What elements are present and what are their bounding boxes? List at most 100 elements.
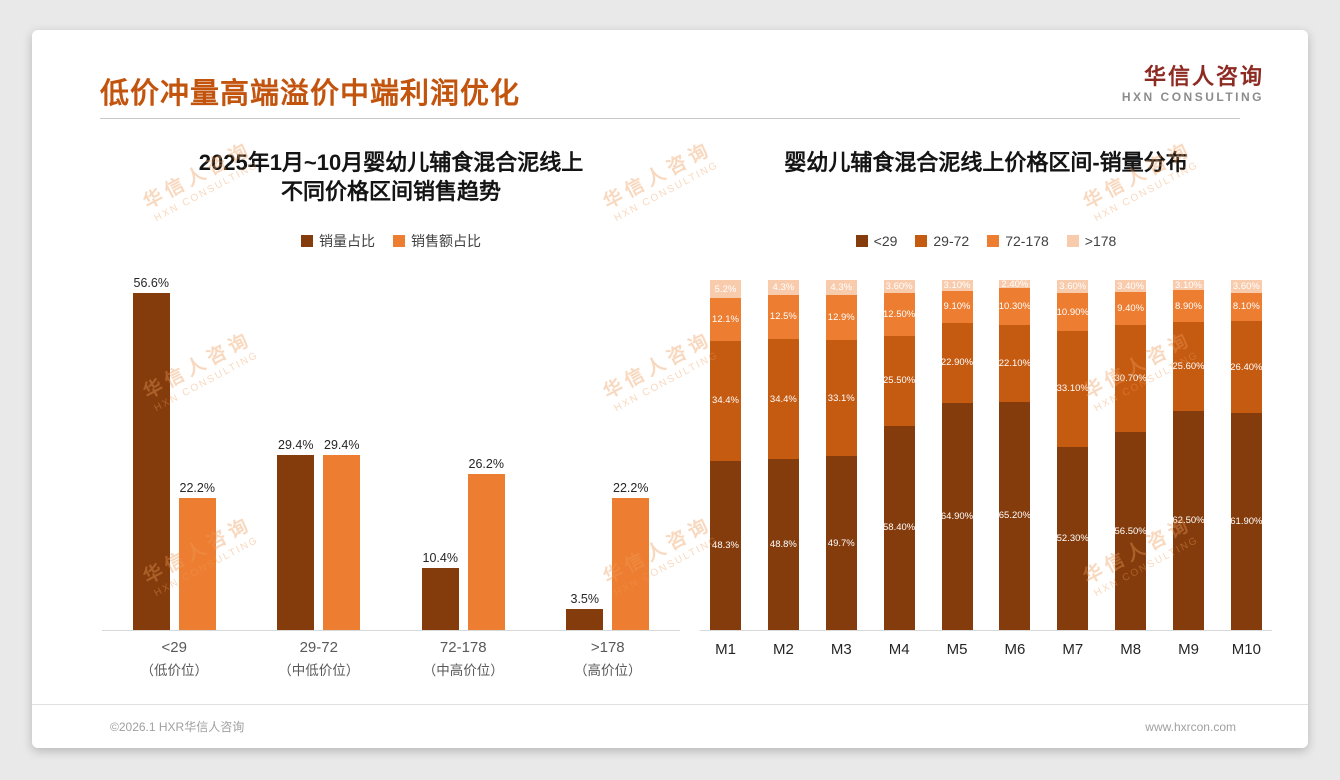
bar-segment: 9.40% <box>1115 291 1147 325</box>
left-chart-title: 2025年1月~10月婴幼儿辅食混合泥线上 不同价格区间销售趋势 <box>102 148 680 206</box>
title-divider <box>100 118 1240 119</box>
bar-value-label: 29.4% <box>324 438 360 453</box>
bar-rect <box>277 455 315 631</box>
legend-item: <29 <box>855 233 898 250</box>
segment-value-label: 34.4% <box>712 395 739 407</box>
bar-rect <box>467 474 505 631</box>
segment-value-label: 10.90% <box>1056 306 1089 318</box>
segment-value-label: 33.1% <box>827 392 855 404</box>
category-label: >178 （高价位） <box>543 639 673 679</box>
right-chart-legend: <29 29-72 72-178 >178 <box>700 232 1272 250</box>
bar: 56.6% <box>132 276 170 631</box>
month-label: M2 <box>772 641 794 659</box>
category-label-sub: （中低价位） <box>278 663 360 679</box>
slide-footer: ©2026.1 HXR华信人咨询 www.hxrcon.com <box>32 704 1308 748</box>
bar-segment: 3.10% <box>941 280 973 292</box>
month-label: M7 <box>1062 641 1084 659</box>
bar-segment: 34.4% <box>767 338 799 460</box>
month-label: M9 <box>1178 641 1199 659</box>
bar-segment: 22.10% <box>999 324 1031 402</box>
left-chart-x-axis: <29 （低价位） 29-72 （中低价位） 72-178 （中高价位） >178 （高价位） <box>102 639 680 679</box>
stacked-bar: 4.3% 12.5% 34.4% 48.8% <box>767 280 799 631</box>
category-label-main: 72-178 <box>439 639 487 657</box>
category-label: 29-72 （中低价位） <box>254 639 384 679</box>
segment-value-label: 3.60% <box>1232 280 1260 292</box>
bar-segment: 22.90% <box>940 322 974 403</box>
bar-segment: 49.7% <box>825 456 857 631</box>
legend-label: 销售额占比 <box>411 233 481 250</box>
category-label: <29 （低价位） <box>109 639 239 679</box>
segment-value-label: 3.60% <box>885 280 913 292</box>
bar-segment: 61.90% <box>1230 413 1263 631</box>
month-label: M3 <box>830 641 852 659</box>
segment-value-label: 4.3% <box>772 282 795 294</box>
segment-value-label: 48.8% <box>769 539 797 551</box>
bar-segment: 48.8% <box>767 459 799 631</box>
bar-segment: 3.60% <box>883 279 915 293</box>
segment-value-label: 61.90% <box>1230 516 1263 528</box>
bar-value-label: 29.4% <box>278 438 314 453</box>
month-label: M10 <box>1231 641 1261 659</box>
category-label-main: >178 <box>590 639 625 657</box>
stacked-bar: 2.40% 10.30% 22.10% 65.20% <box>998 278 1031 631</box>
segment-value-label: 58.40% <box>883 522 916 534</box>
segment-value-label: 12.50% <box>883 308 916 320</box>
bar-segment: 62.50% <box>1172 411 1205 631</box>
bar: 26.2% <box>467 457 505 631</box>
bar-segment: 12.9% <box>825 295 857 341</box>
bar-segment: 3.60% <box>1230 279 1262 293</box>
legend-label: 72-178 <box>1005 233 1049 250</box>
bar-segment: 3.40% <box>1115 280 1147 292</box>
logo-name-cn: 华信人咨询 <box>1143 64 1264 89</box>
segment-value-label: 48.3% <box>712 540 739 552</box>
segment-value-label: 4.3% <box>830 282 853 294</box>
legend-label: 29-72 <box>933 233 970 250</box>
segment-value-label: 12.5% <box>769 311 797 323</box>
legend-item: 29-72 <box>915 233 969 249</box>
legend-item: >178 <box>1066 233 1116 249</box>
stacked-bar: 3.40% 9.40% 30.70% 56.50% <box>1115 280 1147 631</box>
copyright-text: ©2026.1 HXR华信人咨询 <box>110 720 245 734</box>
bar-value-label: 22.2% <box>179 481 215 496</box>
legend-item: 销售额占比 <box>393 231 481 251</box>
segment-value-label: 65.20% <box>998 510 1031 522</box>
segment-value-label: 34.4% <box>769 393 797 405</box>
segment-value-label: 2.40% <box>1001 278 1029 290</box>
bar-rect <box>612 498 650 631</box>
bar-segment: 52.30% <box>1057 446 1089 631</box>
category-label-main: 29-72 <box>299 639 338 657</box>
logo-name-en: HXN CONSULTING <box>1121 90 1264 105</box>
segment-value-label: 22.90% <box>940 357 974 369</box>
left-chart-legend: 销量占比 销售额占比 <box>102 232 680 250</box>
bar: 3.5% <box>566 592 604 631</box>
segment-value-label: 3.60% <box>1059 281 1087 293</box>
legend-swatch <box>393 235 405 248</box>
bar: 22.2% <box>178 481 216 631</box>
segment-value-label: 64.90% <box>940 510 974 522</box>
bar-segment: 26.40% <box>1230 320 1263 414</box>
segment-value-label: 5.2% <box>714 283 737 295</box>
stacked-bar: 3.60% 12.50% 25.50% 58.40% <box>883 279 916 631</box>
legend-label: <29 <box>873 233 898 250</box>
bar: 29.4% <box>323 438 361 631</box>
segment-value-label: 3.10% <box>943 280 971 292</box>
month-label: M1 <box>715 641 736 659</box>
company-logo: 华信人咨询 HXN CONSULTING <box>1122 64 1264 105</box>
segment-value-label: 8.10% <box>1232 301 1260 313</box>
segment-value-label: 25.50% <box>883 375 916 387</box>
bar-value-label: 26.2% <box>468 457 504 472</box>
segment-value-label: 10.30% <box>998 301 1031 312</box>
bar-segment: 8.90% <box>1173 290 1204 322</box>
legend-swatch <box>1066 235 1079 248</box>
segment-value-label: 12.9% <box>827 312 855 324</box>
category-label-sub: （高价位） <box>574 663 642 679</box>
bar-segment: 12.5% <box>767 295 799 339</box>
segment-value-label: 8.90% <box>1175 300 1202 312</box>
bar-segment: 10.30% <box>998 288 1031 325</box>
segment-value-label: 3.40% <box>1117 280 1145 292</box>
category-label: 72-178 （中高价位） <box>398 639 528 679</box>
bar-segment: 65.20% <box>998 401 1031 631</box>
bar-segment: 10.90% <box>1056 292 1089 332</box>
bar-segment: 48.3% <box>710 461 741 631</box>
bar: 10.4% <box>421 551 459 631</box>
